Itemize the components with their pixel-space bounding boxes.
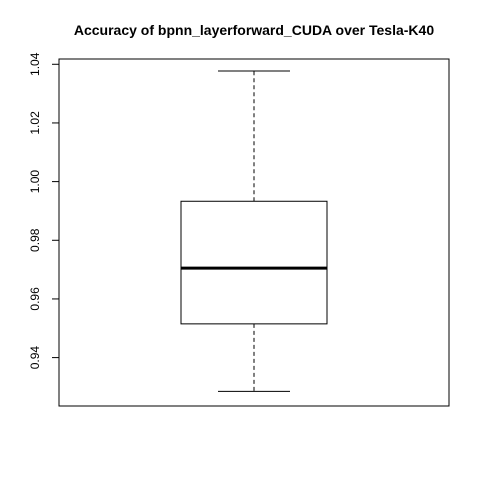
plot-frame <box>58 58 450 407</box>
chart-title: Accuracy of bpnn_layerforward_CUDA over … <box>74 22 434 38</box>
interquartile-box <box>180 200 328 325</box>
box-plot <box>180 70 328 392</box>
y-tick-label: 1.02 <box>28 111 42 135</box>
y-tick-label: 1.04 <box>28 52 42 76</box>
y-axis: 0.94 0.96 0.98 1.00 1.02 1.04 <box>28 52 59 369</box>
y-tick-label: 0.98 <box>28 228 42 252</box>
y-tick-label: 0.96 <box>28 287 42 311</box>
y-tick-label: 1.00 <box>28 170 42 194</box>
y-tick-label: 0.94 <box>28 346 42 370</box>
